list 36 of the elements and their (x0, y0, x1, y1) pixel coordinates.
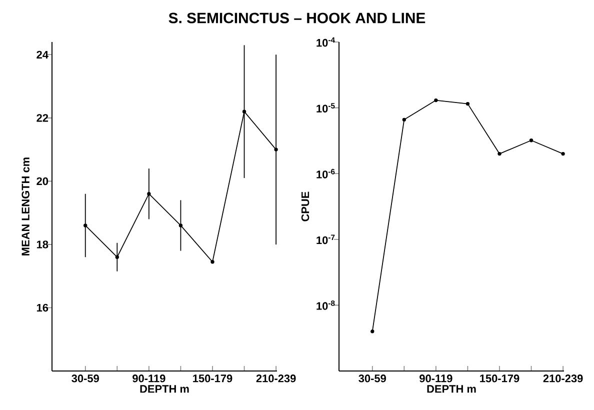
x-tick-label: 90-119 (132, 374, 166, 382)
point (466, 102, 470, 106)
x-axis-title: DEPTH m (140, 385, 189, 393)
x-tick-label: 210-239 (256, 374, 296, 382)
y-tick-label: 10$^{-8}$ (316, 300, 335, 310)
y-tick-label: 10$^{-7}$ (316, 234, 335, 244)
x-tick-label: 210-239 (543, 374, 583, 382)
x-tick-label: 150-179 (193, 374, 232, 382)
y-axis-title: CPUE (301, 192, 310, 222)
point (274, 148, 278, 152)
point (561, 152, 565, 156)
y-tick-label: 16 (36, 304, 48, 312)
point (147, 192, 151, 196)
y-tick-label: 22 (36, 114, 48, 122)
chart-title: S. SEMICINCTUS – HOOK AND LINE (168, 12, 426, 24)
y-tick-label: 24 (36, 50, 48, 58)
point (402, 118, 406, 122)
point (84, 224, 88, 228)
x-tick-label: 30-59 (72, 374, 99, 382)
x-tick-label: 150-179 (480, 374, 520, 382)
y-tick-label: 10$^{-6}$ (316, 168, 335, 178)
point (178, 224, 183, 228)
point (498, 152, 502, 156)
y-axis-title: MEAN LENGTH cm (22, 158, 30, 256)
y-tick-label: 10$^{-4}$ (316, 37, 335, 47)
y-tick-label: 20 (36, 177, 48, 186)
x-tick-label: 30-59 (358, 374, 386, 382)
y-tick-label: 10$^{-5}$ (316, 103, 335, 112)
point (434, 98, 438, 102)
point (242, 110, 246, 114)
point (529, 138, 534, 142)
y-tick-label: 18 (36, 240, 48, 248)
x-tick-label: 90-119 (420, 374, 452, 382)
point (115, 255, 119, 259)
x-axis-title: DEPTH m (427, 385, 476, 393)
point (370, 330, 374, 334)
